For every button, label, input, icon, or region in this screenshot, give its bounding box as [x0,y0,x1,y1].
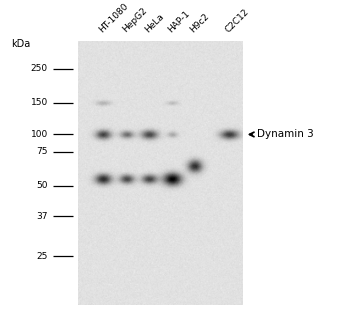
Text: H9c2: H9c2 [189,11,211,34]
Text: 250: 250 [31,64,48,73]
Text: Dynamin 3: Dynamin 3 [257,129,314,139]
Text: 50: 50 [36,182,48,191]
Text: 100: 100 [30,130,48,139]
Text: C2C12: C2C12 [223,7,250,34]
Text: HAP-1: HAP-1 [166,9,191,34]
Text: kDa: kDa [11,38,30,49]
Text: 75: 75 [36,147,48,156]
Text: 150: 150 [30,99,48,107]
Text: HeLa: HeLa [143,12,166,34]
Text: HepG2: HepG2 [121,6,149,34]
Text: 37: 37 [36,211,48,221]
Text: HT-1080: HT-1080 [97,1,130,34]
Text: 25: 25 [37,252,48,261]
